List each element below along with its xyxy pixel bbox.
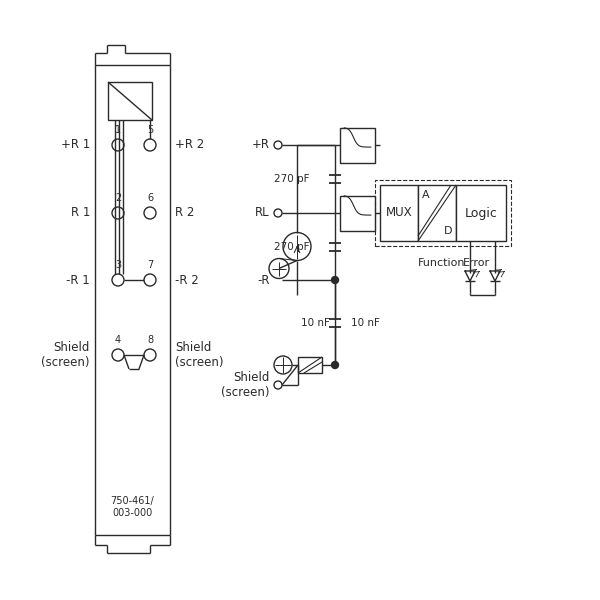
Text: 10 nF: 10 nF: [351, 317, 380, 328]
Text: 4: 4: [115, 335, 121, 345]
Bar: [456, 185, 506, 241]
Text: 7: 7: [147, 260, 153, 270]
Text: 10 nF: 10 nF: [301, 317, 330, 328]
Text: 3: 3: [115, 260, 121, 270]
Text: R 2: R 2: [175, 206, 194, 220]
Text: 270 pF: 270 pF: [275, 174, 310, 184]
Text: 5: 5: [147, 125, 153, 135]
Text: Shield
(screen): Shield (screen): [175, 341, 223, 369]
Text: 1: 1: [115, 125, 121, 135]
Text: -R: -R: [257, 274, 270, 286]
Bar: [108, 82, 152, 120]
Text: Function: Function: [418, 258, 465, 268]
Circle shape: [331, 277, 338, 283]
Text: -R 2: -R 2: [175, 274, 199, 286]
Text: 8: 8: [147, 335, 153, 345]
Text: R 1: R 1: [71, 206, 90, 220]
Text: 750-461/
003-000: 750-461/ 003-000: [110, 496, 154, 518]
Text: MUX: MUX: [386, 206, 412, 220]
Text: 270 pF: 270 pF: [275, 241, 310, 251]
Text: +R 2: +R 2: [175, 139, 204, 151]
Bar: [340, 127, 375, 163]
Text: +R 1: +R 1: [61, 139, 90, 151]
Text: Shield
(screen): Shield (screen): [41, 341, 90, 369]
Bar: [380, 185, 418, 241]
Text: 6: 6: [147, 193, 153, 203]
Text: D: D: [444, 226, 452, 236]
Bar: [375, 180, 511, 246]
Text: +R: +R: [252, 139, 270, 151]
Text: Error: Error: [463, 258, 490, 268]
Text: Logic: Logic: [464, 206, 497, 220]
Bar: [340, 196, 375, 230]
Text: Shield
(screen): Shield (screen): [221, 371, 270, 399]
Bar: [298, 357, 322, 373]
Text: RL: RL: [256, 206, 270, 220]
Text: 2: 2: [115, 193, 121, 203]
Text: A: A: [422, 190, 430, 200]
Circle shape: [331, 361, 338, 368]
Text: -R 1: -R 1: [66, 274, 90, 286]
Bar: [418, 185, 456, 241]
